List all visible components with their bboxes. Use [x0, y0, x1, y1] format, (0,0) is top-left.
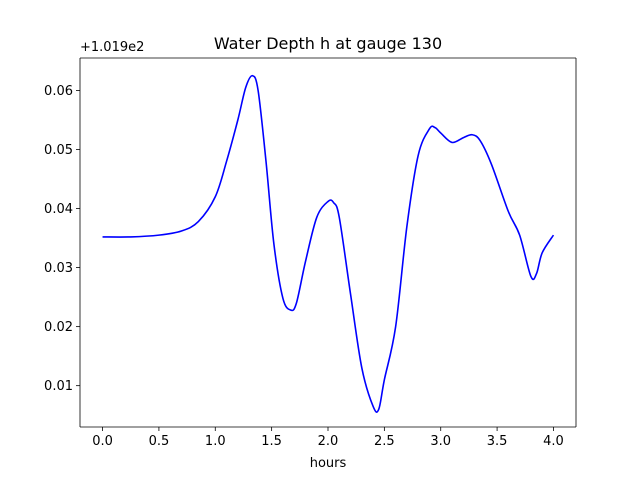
- chart-title: Water Depth h at gauge 130: [214, 34, 442, 53]
- y-axis-offset-label: +1.019e2: [80, 40, 144, 55]
- y-tick-label: 0.06: [44, 84, 73, 99]
- x-axis-label: hours: [310, 456, 347, 471]
- x-tick-label: 3.0: [430, 434, 451, 449]
- x-tick-label: 1.0: [205, 434, 226, 449]
- x-tick-label: 2.5: [374, 434, 395, 449]
- series-line-water-depth: [102, 74, 555, 413]
- plot-area: 0.0 0.5 1.0 1.5 2.0 2.5 3.0 3.5 4.0 0.01 0.02 0.03 0…: [44, 57, 577, 449]
- x-tick-label: 3.5: [487, 434, 508, 449]
- x-tick-label: 0.5: [149, 434, 170, 449]
- x-tick-label: 0.0: [92, 434, 113, 449]
- y-tick-label: 0.05: [44, 143, 73, 158]
- y-tick-label: 0.01: [44, 379, 73, 394]
- x-tick-label: 2.0: [318, 434, 339, 449]
- x-tick-label: 4.0: [543, 434, 564, 449]
- x-tick-label: 1.5: [261, 434, 282, 449]
- y-tick-label: 0.04: [44, 202, 73, 217]
- y-tick-label: 0.03: [44, 261, 73, 276]
- y-tick-label: 0.02: [44, 320, 73, 335]
